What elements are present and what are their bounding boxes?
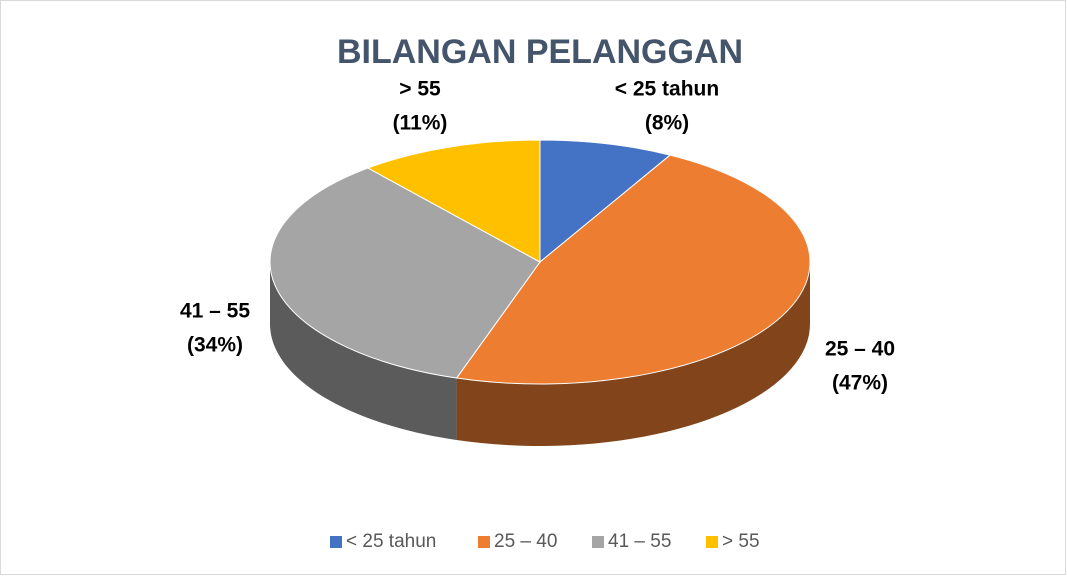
slice xyxy=(366,139,541,263)
data-label: (8%) xyxy=(645,112,689,135)
slice xyxy=(269,167,541,379)
legend-swatch xyxy=(478,536,490,548)
legend-swatch xyxy=(330,536,342,548)
data-label: > 55 xyxy=(399,78,441,101)
slice-side xyxy=(270,262,457,441)
data-label: 41 – 55 xyxy=(180,300,250,323)
legend-swatch xyxy=(706,536,718,548)
data-label: 25 – 40 xyxy=(825,338,895,361)
legend-label: < 25 tahun xyxy=(346,531,436,552)
data-label: (47%) xyxy=(832,372,888,395)
data-label: (11%) xyxy=(393,112,448,135)
legend-label: 41 – 55 xyxy=(608,531,671,552)
legend-label: > 55 xyxy=(722,531,760,552)
chart-title: BILANGAN PELANGGAN xyxy=(337,33,743,71)
data-label: (34%) xyxy=(187,334,243,357)
legend-label: 25 – 40 xyxy=(494,531,557,552)
legend-swatch xyxy=(592,536,604,548)
slice xyxy=(539,139,672,264)
slice-side xyxy=(456,262,810,446)
slice xyxy=(455,154,811,385)
data-label: < 25 tahun xyxy=(615,78,719,101)
